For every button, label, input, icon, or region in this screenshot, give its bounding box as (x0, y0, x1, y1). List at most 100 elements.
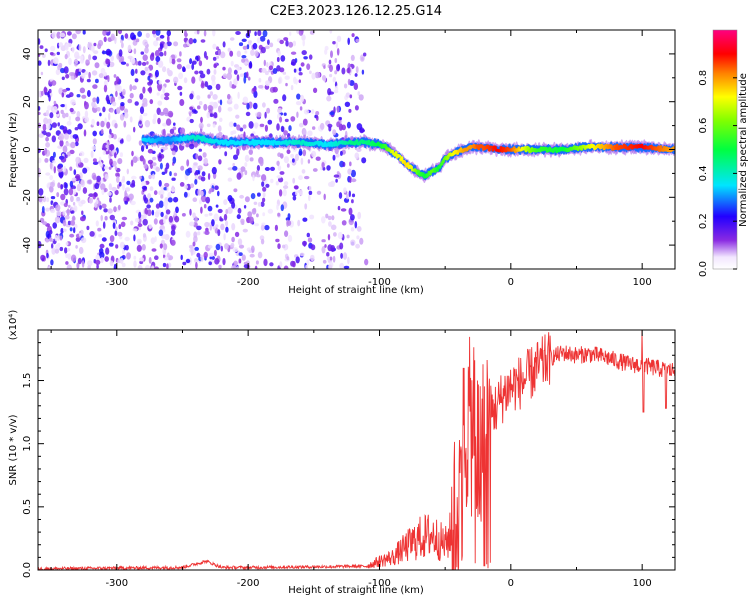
noise-speckle (356, 235, 360, 240)
noise-speckle (158, 180, 162, 187)
noise-speckle (219, 99, 223, 106)
noise-speckle (58, 133, 65, 141)
noise-speckle (183, 191, 188, 198)
noise-speckle (58, 170, 64, 178)
noise-speckle (69, 233, 75, 238)
noise-speckle (179, 127, 186, 134)
noise-speckle (196, 95, 201, 100)
noise-speckle (65, 241, 69, 246)
noise-speckle (263, 258, 268, 267)
noise-speckle (229, 50, 234, 57)
noise-speckle (334, 85, 339, 93)
noise-speckle (38, 38, 41, 45)
noise-speckle (179, 51, 182, 57)
noise-speckle (52, 160, 56, 164)
noise-speckle (223, 213, 228, 221)
figure-title: C2E3.2023.126.12.25.G14 (270, 4, 442, 19)
noise-speckle (147, 75, 151, 81)
noise-speckle (173, 76, 179, 84)
noise-speckle (38, 157, 42, 164)
noise-speckle (357, 211, 362, 220)
noise-speckle (268, 65, 274, 71)
noise-speckle (306, 232, 310, 238)
noise-speckle (59, 32, 66, 38)
noise-speckle (236, 148, 240, 156)
noise-speckle (133, 255, 137, 260)
noise-speckle (170, 229, 176, 236)
noise-speckle (355, 243, 360, 249)
noise-speckle (349, 161, 352, 167)
noise-speckle (222, 258, 226, 266)
noise-speckle (56, 192, 60, 198)
noise-speckle (133, 260, 137, 268)
noise-speckle (112, 101, 117, 107)
xtick-label: -200 (237, 578, 260, 589)
noise-speckle (124, 236, 130, 242)
noise-speckle (196, 252, 201, 258)
noise-speckle (159, 51, 164, 57)
noise-speckle (69, 166, 73, 171)
noise-speckle (276, 175, 282, 179)
noise-speckle (68, 72, 75, 76)
noise-speckle (131, 179, 136, 186)
noise-speckle (64, 53, 68, 60)
noise-speckle (165, 214, 168, 220)
noise-speckle (160, 93, 165, 100)
noise-speckle (225, 226, 229, 233)
noise-speckle (250, 193, 256, 200)
noise-speckle (308, 54, 313, 60)
noise-speckle (207, 205, 213, 212)
noise-speckle (68, 188, 74, 196)
noise-speckle (66, 120, 72, 126)
noise-speckle (292, 40, 297, 47)
snr-xlabel: Height of straight line (km) (288, 585, 424, 596)
noise-speckle (297, 189, 303, 194)
noise-speckle (217, 208, 223, 214)
noise-speckle (323, 193, 326, 200)
noise-speckle (140, 51, 145, 55)
noise-speckle (224, 220, 229, 227)
noise-speckle (92, 158, 97, 163)
noise-speckle (313, 87, 318, 94)
noise-speckle (109, 235, 115, 243)
noise-speckle (113, 74, 117, 78)
noise-speckle (92, 138, 97, 145)
noise-speckle (57, 182, 61, 189)
noise-speckle (255, 260, 259, 265)
noise-speckle (320, 166, 323, 171)
noise-speckle (184, 184, 189, 189)
noise-speckle (198, 70, 204, 75)
noise-speckle (102, 150, 107, 155)
noise-speckle (303, 56, 308, 60)
noise-speckle (139, 260, 144, 265)
noise-speckle (76, 183, 81, 192)
noise-speckle (50, 259, 54, 266)
noise-speckle (72, 201, 76, 206)
noise-speckle (226, 72, 232, 80)
noise-speckle (228, 121, 234, 128)
noise-speckle (298, 151, 303, 156)
noise-speckle (144, 102, 148, 107)
noise-speckle (106, 121, 111, 129)
noise-speckle (191, 63, 195, 70)
noise-speckle (139, 175, 142, 180)
noise-speckle (91, 146, 97, 150)
noise-speckle (236, 266, 240, 269)
ridge-blob (665, 146, 669, 150)
noise-speckle (51, 122, 58, 128)
noise-speckle (328, 264, 333, 269)
noise-speckle (248, 149, 253, 155)
noise-speckle (213, 69, 217, 75)
noise-speckle (218, 131, 223, 137)
noise-speckle (279, 39, 285, 45)
noise-speckle (225, 209, 228, 215)
noise-speckle (131, 85, 137, 90)
noise-speckle (144, 120, 151, 128)
noise-speckle (240, 166, 246, 172)
noise-speckle (354, 221, 358, 229)
noise-speckle (118, 224, 122, 230)
noise-speckle (243, 205, 247, 209)
noise-speckle (75, 237, 81, 242)
noise-speckle (307, 159, 311, 164)
noise-speckle (60, 104, 66, 108)
